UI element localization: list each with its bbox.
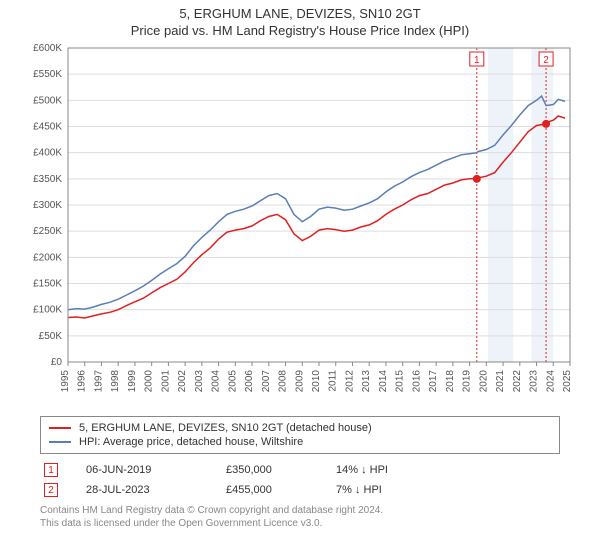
svg-text:2020: 2020	[478, 370, 489, 393]
legend-swatch	[49, 441, 71, 443]
svg-text:2017: 2017	[428, 370, 439, 393]
svg-text:£50K: £50K	[39, 331, 63, 342]
svg-text:1998: 1998	[110, 370, 121, 393]
svg-text:2007: 2007	[261, 370, 272, 393]
legend-item: 5, ERGHUM LANE, DEVIZES, SN10 2GT (detac…	[49, 421, 551, 435]
svg-text:2006: 2006	[244, 370, 255, 393]
marker-date: 06-JUN-2019	[86, 464, 226, 476]
svg-text:£100K: £100K	[33, 305, 62, 316]
svg-text:2: 2	[543, 55, 549, 66]
svg-text:2022: 2022	[512, 370, 523, 393]
svg-text:£300K: £300K	[33, 200, 62, 211]
svg-text:£550K: £550K	[33, 69, 62, 80]
marker-diff: 14% ↓ HPI	[336, 464, 436, 476]
svg-text:1996: 1996	[77, 370, 88, 393]
footer-line1: Contains HM Land Registry data © Crown c…	[40, 504, 560, 517]
svg-text:2001: 2001	[160, 370, 171, 393]
svg-text:2025: 2025	[562, 370, 573, 393]
svg-text:2024: 2024	[545, 370, 556, 393]
svg-text:2016: 2016	[411, 370, 422, 393]
svg-text:1997: 1997	[93, 370, 104, 393]
svg-text:2008: 2008	[278, 370, 289, 393]
svg-text:2011: 2011	[328, 370, 339, 392]
svg-text:£450K: £450K	[33, 122, 62, 133]
svg-text:2003: 2003	[194, 370, 205, 393]
marker-price: £455,000	[226, 484, 336, 496]
svg-text:1995: 1995	[60, 370, 71, 393]
svg-text:2010: 2010	[311, 370, 322, 393]
svg-text:2014: 2014	[378, 370, 389, 393]
svg-text:2002: 2002	[177, 370, 188, 393]
legend-label: HPI: Average price, detached house, Wilt…	[79, 436, 303, 448]
legend-box: 5, ERGHUM LANE, DEVIZES, SN10 2GT (detac…	[40, 416, 560, 454]
marker-date: 28-JUL-2023	[86, 484, 226, 496]
svg-text:2000: 2000	[144, 370, 155, 393]
svg-text:£600K: £600K	[33, 43, 62, 54]
svg-text:2018: 2018	[445, 370, 456, 393]
svg-text:£250K: £250K	[33, 226, 62, 237]
svg-text:£200K: £200K	[33, 252, 62, 263]
svg-text:2005: 2005	[227, 370, 238, 393]
svg-text:1: 1	[474, 55, 480, 66]
chart-subtitle: Price paid vs. HM Land Registry's House …	[0, 23, 600, 38]
marker-price: £350,000	[226, 464, 336, 476]
svg-text:£500K: £500K	[33, 95, 62, 106]
svg-text:£400K: £400K	[33, 148, 62, 159]
marker-row: 1 06-JUN-2019£350,00014% ↓ HPI	[40, 460, 560, 480]
svg-text:2004: 2004	[211, 370, 222, 393]
chart-area: £0 £50K £100K £150K £200K £250K £300K £350K £400…	[20, 40, 580, 410]
markers-table: 1 06-JUN-2019£350,00014% ↓ HPI 2 28-JUL-202…	[40, 460, 560, 500]
marker-row: 2 28-JUL-2023£455,0007% ↓ HPI	[40, 480, 560, 500]
svg-text:£150K: £150K	[33, 279, 62, 290]
legend-item: HPI: Average price, detached house, Wilt…	[49, 435, 551, 449]
legend-label: 5, ERGHUM LANE, DEVIZES, SN10 2GT (detac…	[79, 422, 372, 434]
svg-text:1999: 1999	[127, 370, 138, 393]
svg-text:2013: 2013	[361, 370, 372, 393]
svg-text:2015: 2015	[395, 370, 406, 393]
svg-text:£350K: £350K	[33, 174, 62, 185]
svg-text:2021: 2021	[495, 370, 506, 393]
footer-line2: This data is licensed under the Open Gov…	[40, 517, 560, 530]
marker-diff: 7% ↓ HPI	[336, 484, 436, 496]
svg-text:2012: 2012	[344, 370, 355, 393]
svg-text:2023: 2023	[529, 370, 540, 393]
legend-swatch	[49, 427, 71, 429]
marker-number-box: 1	[44, 463, 58, 477]
svg-text:2009: 2009	[294, 370, 305, 393]
marker-number-box: 2	[44, 483, 58, 497]
svg-text:£0: £0	[51, 357, 63, 368]
footer-attribution: Contains HM Land Registry data © Crown c…	[40, 504, 560, 530]
chart-title: 5, ERGHUM LANE, DEVIZES, SN10 2GT	[0, 6, 600, 21]
svg-text:2019: 2019	[462, 370, 473, 393]
line-chart-svg: £0 £50K £100K £150K £200K £250K £300K £350K £400…	[20, 40, 580, 410]
